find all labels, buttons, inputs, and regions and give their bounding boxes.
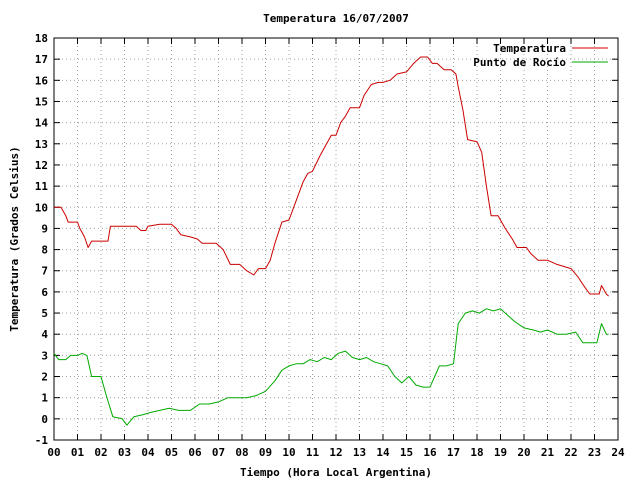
y-tick-label: 6 xyxy=(41,286,48,299)
x-tick-label: 13 xyxy=(353,446,366,459)
legend-label-punto-de-rocio: Punto de Rocío xyxy=(473,56,566,69)
y-tick-label: 17 xyxy=(35,53,48,66)
chart-title: Temperatura 16/07/2007 xyxy=(263,12,409,25)
series-line-temperatura xyxy=(54,56,609,297)
x-tick-label: 17 xyxy=(447,446,460,459)
y-tick-label: 10 xyxy=(35,201,48,214)
x-tick-label: 08 xyxy=(235,446,248,459)
y-tick-label: 5 xyxy=(41,307,48,320)
legend: Temperatura Punto de Rocío xyxy=(473,42,608,69)
ticks: 00 01 02 03 04 05 06 07 08 09 10 11 12 13 14 15 16 17 18 19… xyxy=(35,32,625,459)
x-tick-label: 16 xyxy=(423,446,437,459)
y-tick-label: 2 xyxy=(41,371,48,384)
x-axis-label: Tiempo (Hora Local Argentina) xyxy=(240,466,432,479)
x-tick-label: 07 xyxy=(212,446,225,459)
grid xyxy=(54,38,618,440)
x-tick-label: 01 xyxy=(71,446,85,459)
y-tick-label: 16 xyxy=(35,74,49,87)
y-tick-label: 12 xyxy=(35,159,48,172)
y-tick-label: 13 xyxy=(35,138,48,151)
y-tick-label: 18 xyxy=(35,32,48,45)
y-tick-label: 3 xyxy=(41,349,48,362)
x-tick-label: 14 xyxy=(376,446,390,459)
x-tick-label: 21 xyxy=(541,446,555,459)
x-tick-label: 23 xyxy=(588,446,601,459)
y-tick-label: 11 xyxy=(35,180,49,193)
x-tick-label: 12 xyxy=(329,446,342,459)
y-tick-label: 0 xyxy=(41,413,48,426)
x-tick-label: 15 xyxy=(400,446,413,459)
y-tick-label: 8 xyxy=(41,244,48,257)
y-tick-label: -1 xyxy=(35,434,49,447)
y-tick-label: 7 xyxy=(41,265,48,278)
y-tick-label: 14 xyxy=(35,117,49,130)
y-tick-label: 4 xyxy=(41,328,48,341)
x-tick-label: 20 xyxy=(517,446,530,459)
x-tick-label: 04 xyxy=(141,446,155,459)
x-tick-label: 05 xyxy=(165,446,178,459)
x-tick-label: 09 xyxy=(259,446,272,459)
x-tick-label: 22 xyxy=(564,446,577,459)
x-tick-label: 19 xyxy=(494,446,507,459)
y-axis-label: Temperatura (Grados Celsius) xyxy=(8,146,21,331)
y-tick-label: 15 xyxy=(35,95,48,108)
x-tick-label: 10 xyxy=(282,446,295,459)
y-tick-label: 9 xyxy=(41,222,48,235)
x-tick-label: 11 xyxy=(306,446,320,459)
x-tick-label: 00 xyxy=(47,446,60,459)
x-tick-label: 02 xyxy=(94,446,107,459)
legend-label-temperatura: Temperatura xyxy=(493,42,566,55)
series-group xyxy=(53,56,609,426)
x-tick-label: 18 xyxy=(470,446,483,459)
x-tick-label: 03 xyxy=(118,446,131,459)
x-tick-label: 24 xyxy=(611,446,625,459)
series-line-punto-de-rocio xyxy=(53,308,609,426)
x-tick-label: 06 xyxy=(188,446,202,459)
y-tick-label: 1 xyxy=(41,392,48,405)
